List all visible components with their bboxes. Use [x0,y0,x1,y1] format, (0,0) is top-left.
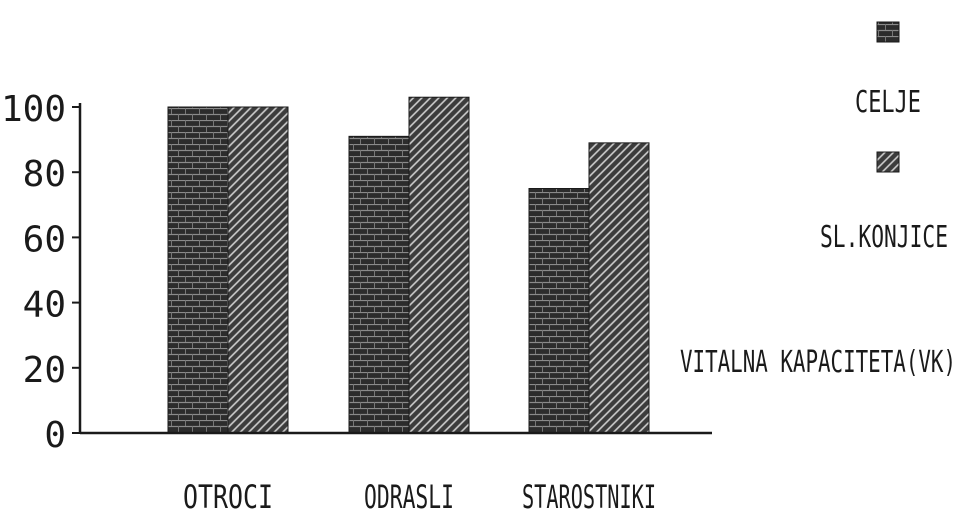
y-tick-label: 60 [23,219,66,260]
bar-celje-odrasli [348,135,410,434]
bar-sl-konjice-starostniki [588,142,650,434]
y-tick-label: 100 [1,89,66,130]
y-axis-tick-labels: 100 80 60 40 20 0 [1,89,80,456]
x-tick-label-starostniki: STAROSTNIKI [522,478,656,515]
axes [78,103,712,435]
y-tick-label: 0 [44,415,66,456]
bar-sl-konjice-odrasli [408,96,470,434]
x-tick-label-otroci: OTROCI [183,478,273,515]
y-tick-label: 80 [23,154,66,195]
chart-annotation: VITALNA KAPACITETA(VK) [680,345,956,380]
y-tick-label: 20 [23,350,66,391]
legend: CELJE SL.KONJICE [820,21,948,255]
x-axis-tick-labels: OTROCI ODRASLI STAROSTNIKI [183,478,656,515]
x-tick-label-odrasli: ODRASLI [364,478,454,515]
legend-swatch-sl-konjice [876,151,900,173]
legend-label-celje: CELJE [855,85,921,120]
legend-label-sl-konjice: SL.KONJICE [820,220,948,255]
y-tick-label: 40 [23,285,66,326]
bars-group [167,96,650,434]
bar-sl-konjice-otroci [227,106,289,434]
legend-swatch-celje [876,21,900,43]
bar-celje-starostniki [528,188,590,434]
bar-celje-otroci [167,106,229,434]
